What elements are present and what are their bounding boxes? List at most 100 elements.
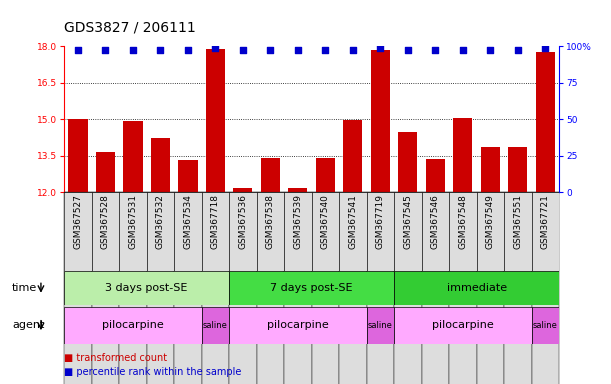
Point — [376, 45, 386, 51]
Bar — [367, 192, 394, 384]
Bar — [92, 192, 119, 271]
Text: pilocarpine: pilocarpine — [267, 320, 329, 331]
Bar — [202, 307, 229, 344]
Bar — [147, 192, 174, 271]
Bar — [394, 192, 422, 271]
Bar — [477, 192, 504, 384]
Text: agent: agent — [12, 320, 45, 331]
Point — [431, 47, 441, 53]
Bar — [64, 192, 92, 384]
Text: pilocarpine: pilocarpine — [102, 320, 164, 331]
Text: GSM367536: GSM367536 — [238, 194, 247, 249]
Bar — [229, 271, 394, 305]
Text: 7 days post-SE: 7 days post-SE — [270, 283, 353, 293]
Bar — [422, 192, 449, 271]
Text: ■ percentile rank within the sample: ■ percentile rank within the sample — [64, 367, 241, 377]
Bar — [481, 147, 500, 192]
Bar — [92, 192, 119, 384]
Text: GSM367551: GSM367551 — [513, 194, 522, 249]
Bar — [477, 192, 504, 271]
Bar — [206, 48, 225, 192]
Text: pilocarpine: pilocarpine — [432, 320, 494, 331]
Bar — [147, 192, 174, 384]
Text: 3 days post-SE: 3 days post-SE — [106, 283, 188, 293]
Text: GSM367548: GSM367548 — [458, 194, 467, 249]
Text: GSM367719: GSM367719 — [376, 194, 385, 249]
Point — [128, 47, 138, 53]
Bar — [339, 192, 367, 271]
Bar — [312, 192, 339, 384]
Text: GSM367527: GSM367527 — [73, 194, 82, 249]
Text: time: time — [12, 283, 37, 293]
Bar — [449, 192, 477, 271]
Bar — [371, 50, 390, 192]
Bar — [233, 189, 252, 192]
Point — [293, 47, 303, 53]
Bar — [532, 192, 559, 384]
Bar — [508, 147, 527, 192]
Bar — [119, 192, 147, 271]
Bar — [532, 192, 559, 271]
Bar — [284, 192, 312, 384]
Point — [541, 45, 551, 51]
Bar — [151, 139, 170, 192]
Bar — [504, 192, 532, 271]
Text: saline: saline — [533, 321, 558, 330]
Point — [266, 47, 276, 53]
Bar — [394, 192, 422, 384]
Point — [458, 47, 468, 53]
Text: GSM367541: GSM367541 — [348, 194, 357, 249]
Bar — [202, 192, 229, 384]
Bar — [426, 159, 445, 192]
Text: immediate: immediate — [447, 283, 507, 293]
Text: saline: saline — [368, 321, 393, 330]
Bar — [394, 307, 532, 344]
Bar — [398, 132, 417, 192]
Point — [513, 47, 523, 53]
Text: ■ transformed count: ■ transformed count — [64, 353, 167, 363]
Bar — [229, 307, 367, 344]
Bar — [343, 120, 362, 192]
Bar — [536, 52, 555, 192]
Bar — [174, 192, 202, 271]
Text: GSM367718: GSM367718 — [211, 194, 220, 249]
Text: GSM367549: GSM367549 — [486, 194, 495, 249]
Bar — [202, 192, 229, 271]
Bar — [394, 271, 559, 305]
Text: GDS3827 / 206111: GDS3827 / 206111 — [64, 21, 196, 35]
Text: GSM367545: GSM367545 — [403, 194, 412, 249]
Bar — [339, 192, 367, 384]
Bar — [422, 192, 449, 384]
Bar — [288, 189, 307, 192]
Text: GSM367531: GSM367531 — [128, 194, 137, 249]
Point — [100, 47, 111, 53]
Text: GSM367546: GSM367546 — [431, 194, 440, 249]
Bar — [312, 192, 339, 271]
Bar — [261, 158, 280, 192]
Bar — [178, 161, 197, 192]
Text: GSM367532: GSM367532 — [156, 194, 165, 249]
Bar — [453, 118, 472, 192]
Bar — [64, 271, 229, 305]
Point — [486, 47, 496, 53]
Bar — [68, 119, 87, 192]
Bar — [64, 307, 202, 344]
Bar — [367, 307, 394, 344]
Point — [73, 47, 83, 53]
Bar — [123, 121, 142, 192]
Text: GSM367721: GSM367721 — [541, 194, 550, 249]
Bar — [257, 192, 284, 384]
Bar — [449, 192, 477, 384]
Bar — [229, 192, 257, 384]
Point — [348, 47, 358, 53]
Text: saline: saline — [203, 321, 228, 330]
Bar — [119, 192, 147, 384]
Point — [183, 47, 193, 53]
Point — [238, 47, 248, 53]
Point — [210, 45, 221, 51]
Text: GSM367534: GSM367534 — [183, 194, 192, 249]
Text: GSM367528: GSM367528 — [101, 194, 110, 249]
Text: GSM367540: GSM367540 — [321, 194, 330, 249]
Bar — [96, 152, 115, 192]
Bar — [64, 192, 92, 271]
